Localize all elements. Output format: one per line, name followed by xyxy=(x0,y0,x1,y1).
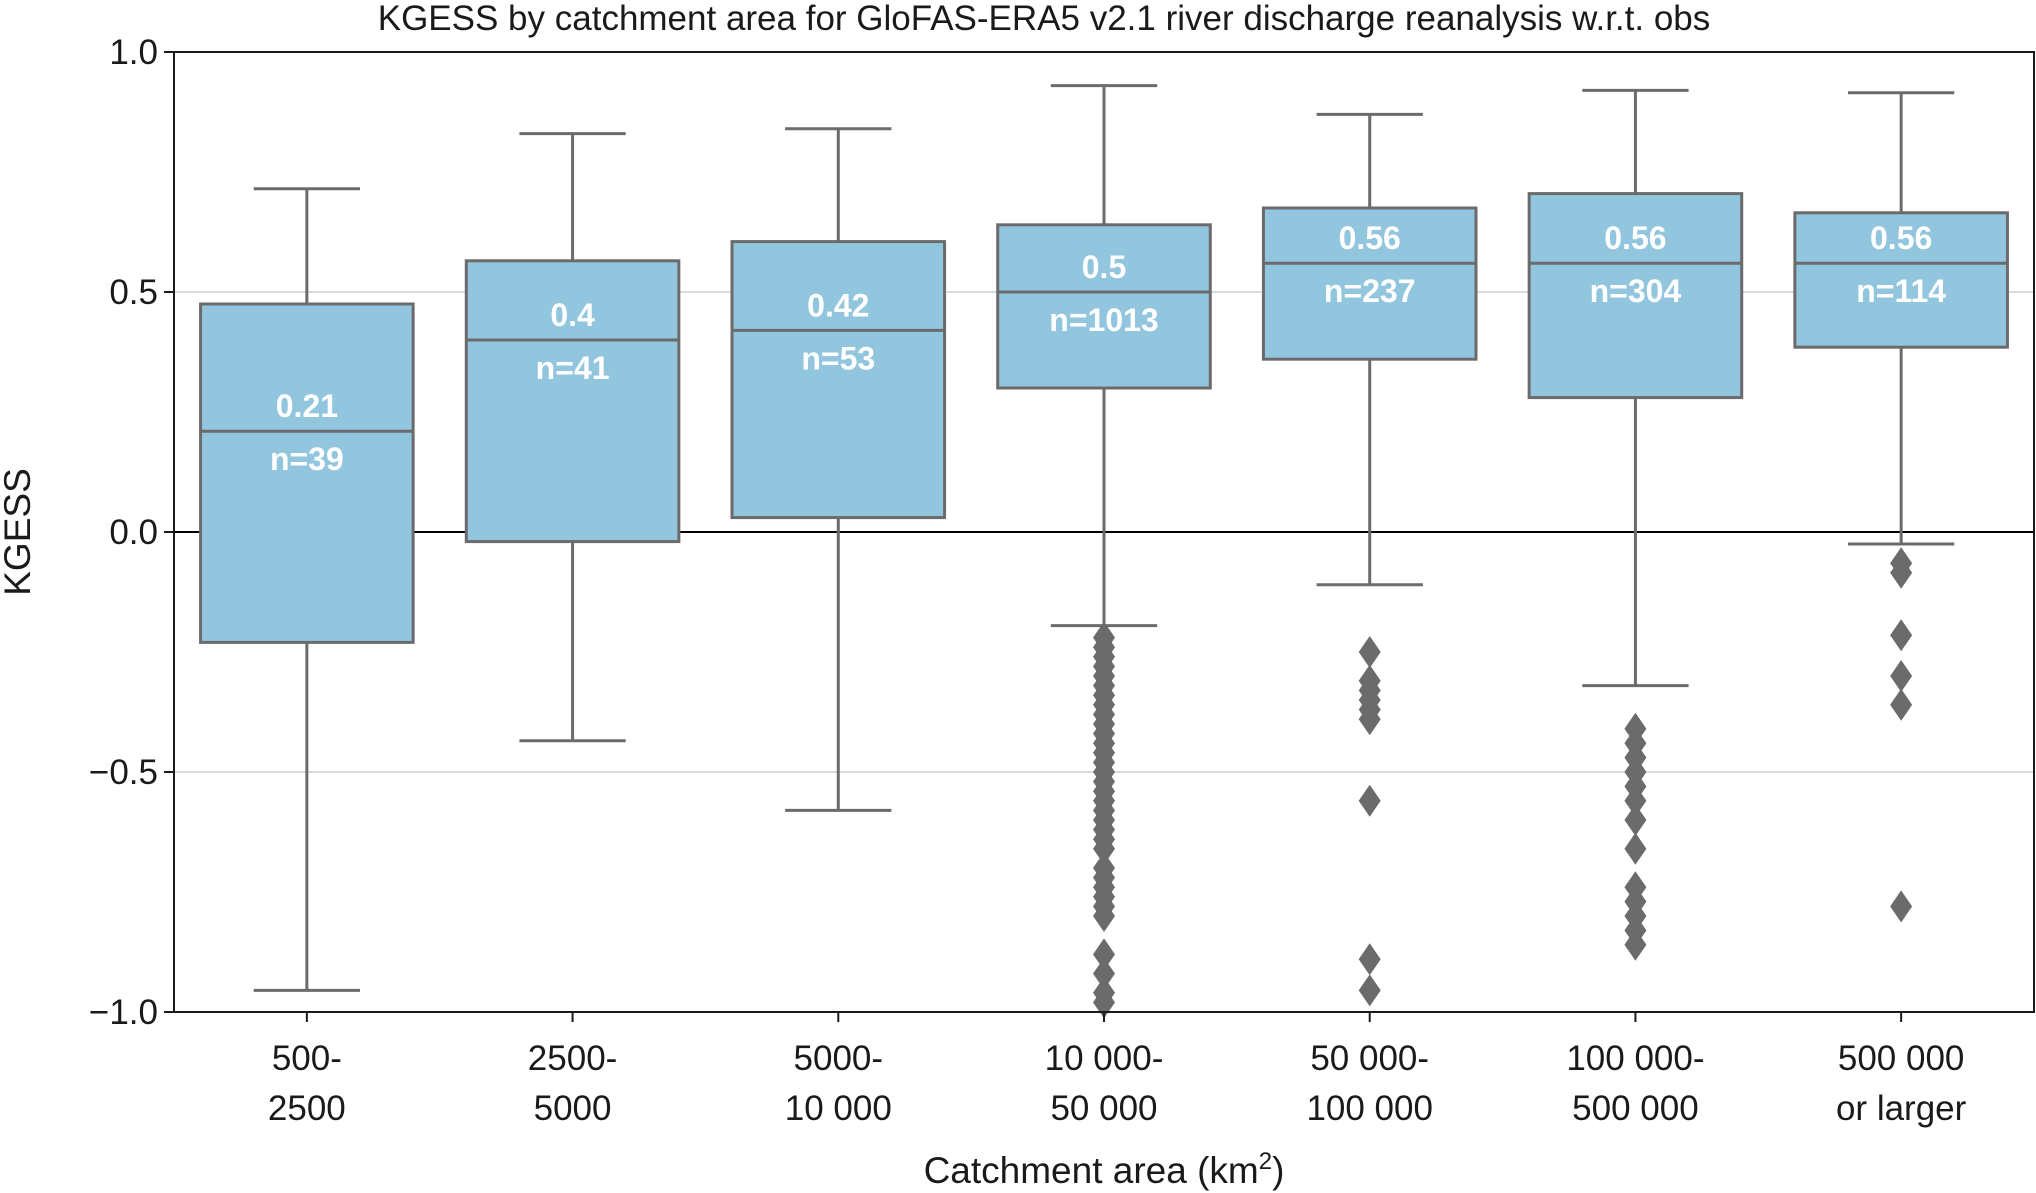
x-tick-label-line1: 100 000- xyxy=(1566,1039,1704,1078)
x-tick-label-line1: 2500- xyxy=(528,1039,618,1078)
y-axis-label: KGESS xyxy=(0,468,38,596)
outlier-point xyxy=(1890,619,1913,652)
box-iqr xyxy=(1527,192,1744,400)
box-group: 0.5 n=1013 xyxy=(996,84,1212,1019)
x-axis-label-text: Catchment area (km xyxy=(924,1150,1259,1191)
outlier-point xyxy=(1358,974,1381,1007)
sample-count-label: n=114 xyxy=(1856,273,1946,309)
x-tick-label-line1: 500 000 xyxy=(1838,1039,1965,1078)
sample-count-label: n=53 xyxy=(801,340,875,376)
y-tick-label: 0.0 xyxy=(109,513,158,552)
sample-count-label: n=39 xyxy=(270,441,344,477)
x-tick-label-line2: 100 000 xyxy=(1306,1089,1433,1128)
median-value-label: 0.21 xyxy=(276,388,338,424)
outlier-point xyxy=(1890,556,1913,589)
sample-count-label: n=41 xyxy=(536,350,610,386)
x-tick-label-line2: 2500 xyxy=(268,1089,346,1128)
x-tick-label-line2: 50 000 xyxy=(1050,1089,1157,1128)
outlier-point xyxy=(1093,986,1115,1019)
box-iqr xyxy=(464,259,681,544)
y-tick-label: −0.5 xyxy=(89,753,158,792)
x-axis-label-superscript: 2 xyxy=(1259,1148,1272,1175)
outlier-point xyxy=(1890,688,1913,721)
x-tick-label-line1: 5000- xyxy=(794,1039,884,1078)
x-axis-label-suffix: ) xyxy=(1272,1150,1284,1191)
y-axis-ticks: 1.0 0.5 0.0 −0.5 −1.0 xyxy=(89,33,174,1032)
x-axis-ticks: 500- 2500 2500- 5000 5000- 10 000 10 000- 50 00… xyxy=(268,1012,1967,1128)
x-tick-label-line2: 10 000 xyxy=(785,1089,892,1128)
x-tick-label-line1: 10 000- xyxy=(1045,1039,1164,1078)
x-tick-label-line2: or larger xyxy=(1836,1089,1967,1128)
outlier-point xyxy=(1624,928,1647,961)
box-iqr xyxy=(996,223,1212,390)
box-group: 0.56 n=304 xyxy=(1527,88,1744,961)
median-value-label: 0.56 xyxy=(1870,220,1932,256)
outlier-point xyxy=(1624,832,1647,865)
box-iqr xyxy=(1261,206,1478,361)
median-value-label: 0.42 xyxy=(807,287,869,323)
outlier-point xyxy=(1624,784,1647,817)
outlier-point xyxy=(1890,660,1913,692)
outlier-point xyxy=(1093,900,1115,932)
outlier-point xyxy=(1093,957,1115,990)
x-tick-label-line1: 50 000- xyxy=(1310,1039,1429,1078)
box-group: 0.4 n=41 xyxy=(464,132,681,743)
box-series: 0.21 n=39 0.4 n=41 0.42 n=53 0.5 n=1013 0.56 n=23… xyxy=(199,84,2009,1019)
y-tick-label: −1.0 xyxy=(89,993,158,1032)
box-group: 0.56 n=237 xyxy=(1261,112,1478,1007)
box-iqr xyxy=(1793,211,2009,349)
outlier-point xyxy=(1093,938,1115,971)
x-tick-label-line2: 500 000 xyxy=(1572,1089,1699,1128)
box-group: 0.56 n=114 xyxy=(1793,91,2009,923)
x-tick-label-line2: 5000 xyxy=(534,1089,612,1128)
y-tick-label: 1.0 xyxy=(109,33,158,72)
outlier-point xyxy=(1358,636,1381,668)
median-value-label: 0.56 xyxy=(1339,220,1401,256)
sample-count-label: n=1013 xyxy=(1049,302,1158,338)
x-axis-label: Catchment area (km2) xyxy=(924,1148,1285,1191)
y-tick-label: 0.5 xyxy=(109,273,158,312)
outlier-point xyxy=(1358,943,1381,976)
x-tick-label-line1: 500- xyxy=(272,1039,342,1078)
median-value-label: 0.56 xyxy=(1604,220,1666,256)
outlier-point xyxy=(1890,890,1913,923)
sample-count-label: n=237 xyxy=(1324,273,1416,309)
outlier-point xyxy=(1093,832,1115,865)
box-group: 0.21 n=39 xyxy=(199,187,415,992)
chart-title: KGESS by catchment area for GloFAS-ERA5 … xyxy=(378,0,1711,38)
box-iqr xyxy=(730,240,947,520)
median-value-label: 0.4 xyxy=(550,297,595,333)
outlier-point xyxy=(1358,784,1381,817)
outlier-point xyxy=(1624,804,1647,836)
sample-count-label: n=304 xyxy=(1590,273,1682,309)
median-value-label: 0.5 xyxy=(1082,249,1126,285)
outlier-point xyxy=(1358,703,1381,736)
box-group: 0.42 n=53 xyxy=(730,127,947,812)
box-iqr xyxy=(199,302,415,644)
